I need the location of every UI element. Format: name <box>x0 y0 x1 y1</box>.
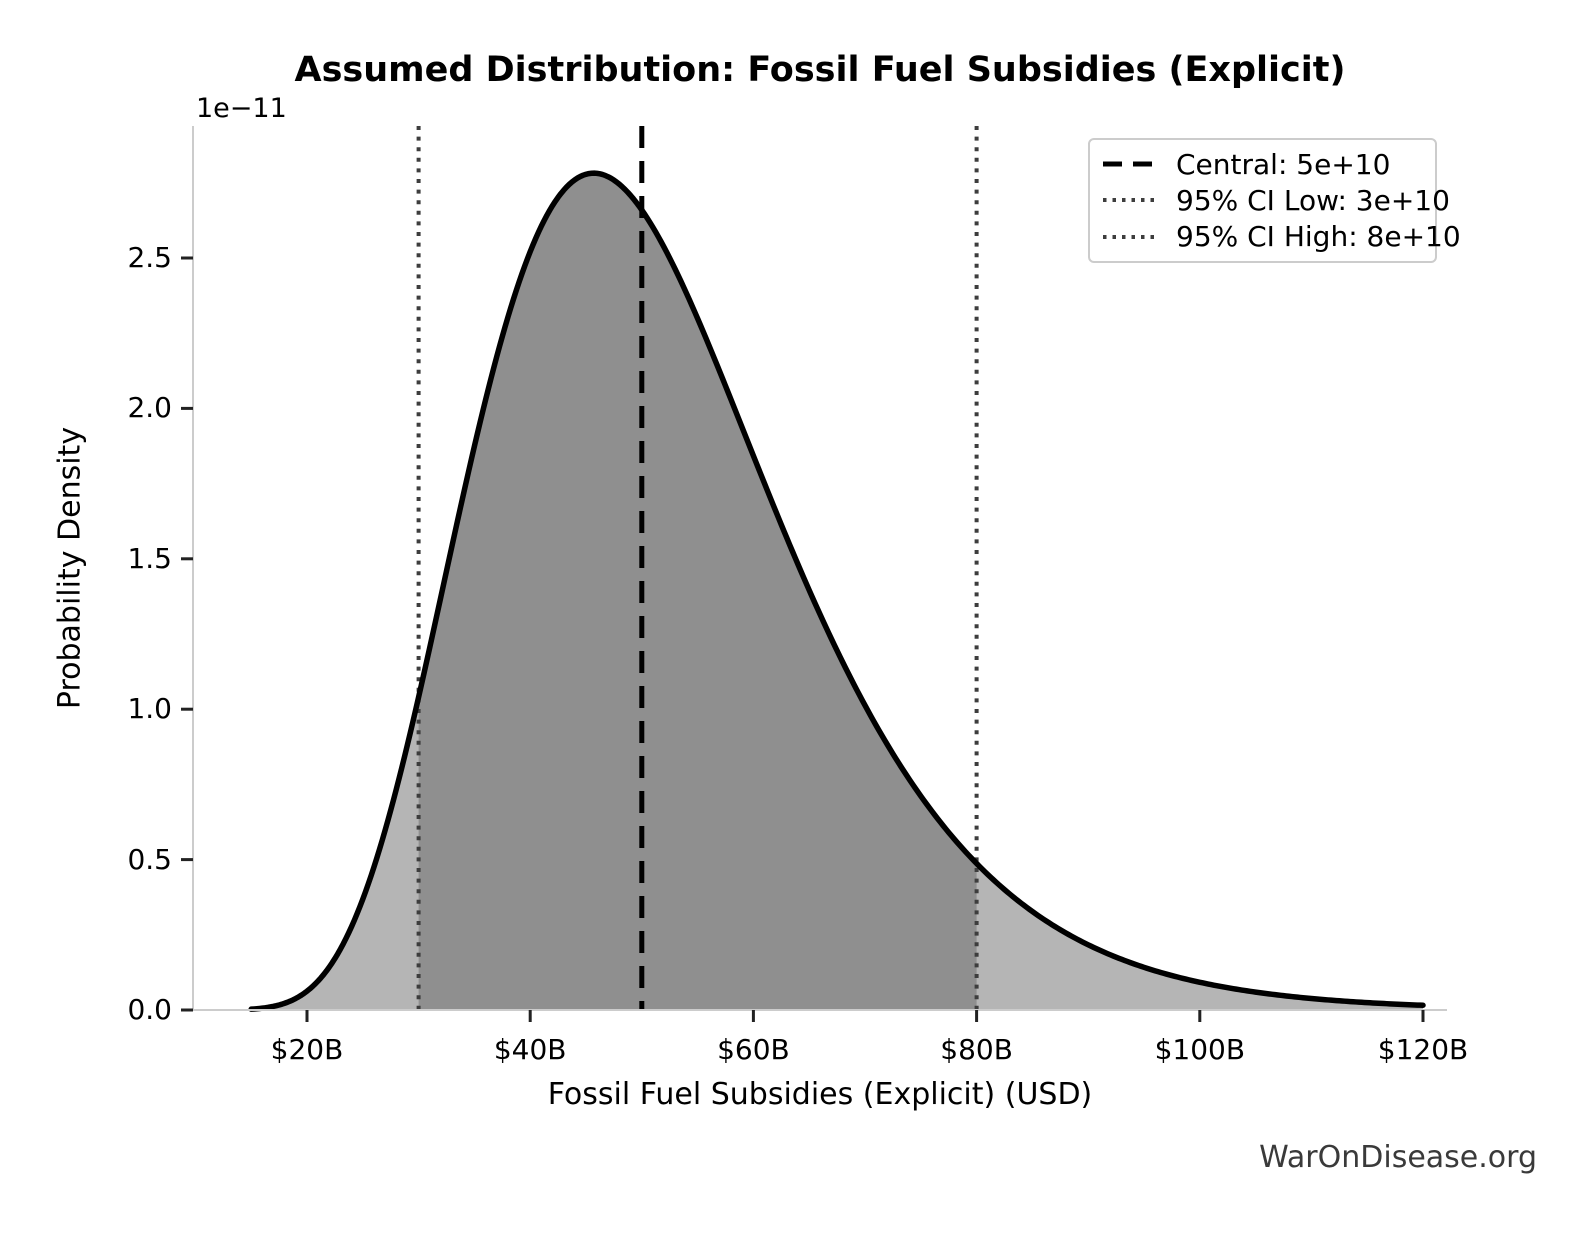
x-tick-label: $80B <box>940 1033 1013 1066</box>
legend-label-central: Central: 5e+10 <box>1176 147 1391 181</box>
x-tick-label: $60B <box>717 1033 790 1066</box>
legend-label-ci-high: 95% CI High: 8e+10 <box>1176 220 1461 254</box>
x-tick-label: $40B <box>493 1033 567 1066</box>
legend: Central: 5e+10 95% CI Low: 3e+10 95% CI … <box>1088 138 1461 263</box>
y-tick-label: 1.5 <box>127 541 172 575</box>
dotted-line-sample-icon <box>1103 198 1159 203</box>
x-tick-label: $120B <box>1377 1033 1469 1066</box>
y-tick-label: 2.5 <box>127 241 172 274</box>
x-axis-label: Fossil Fuel Subsidies (Explicit) (USD) <box>547 1077 1093 1112</box>
y-tick-label: 1.0 <box>127 692 172 726</box>
y-axis-offset-label: 1e−11 <box>196 93 287 124</box>
x-tick-label: $100B <box>1154 1033 1246 1066</box>
ci-region-fill <box>418 173 977 1010</box>
legend-label-ci-low: 95% CI Low: 3e+10 <box>1176 183 1450 217</box>
legend-item-ci-low: 95% CI Low: 3e+10 <box>1102 184 1450 217</box>
watermark: WarOnDisease.org <box>1259 1140 1537 1175</box>
dashed-line-sample-icon <box>1103 161 1159 167</box>
density-curve <box>248 170 1426 1012</box>
legend-item-ci-high: 95% CI High: 8e+10 <box>1102 220 1461 253</box>
y-tick-label: 2.0 <box>127 391 172 425</box>
y-tick-label: 0.0 <box>127 993 172 1026</box>
x-tick-label: $20B <box>270 1033 344 1066</box>
dotted-line-sample-icon <box>1103 234 1159 239</box>
chart-title: Assumed Distribution: Fossil Fuel Subsid… <box>294 50 1346 90</box>
legend-item-central: Central: 5e+10 <box>1102 148 1423 181</box>
y-tick-label: 0.5 <box>127 842 172 876</box>
